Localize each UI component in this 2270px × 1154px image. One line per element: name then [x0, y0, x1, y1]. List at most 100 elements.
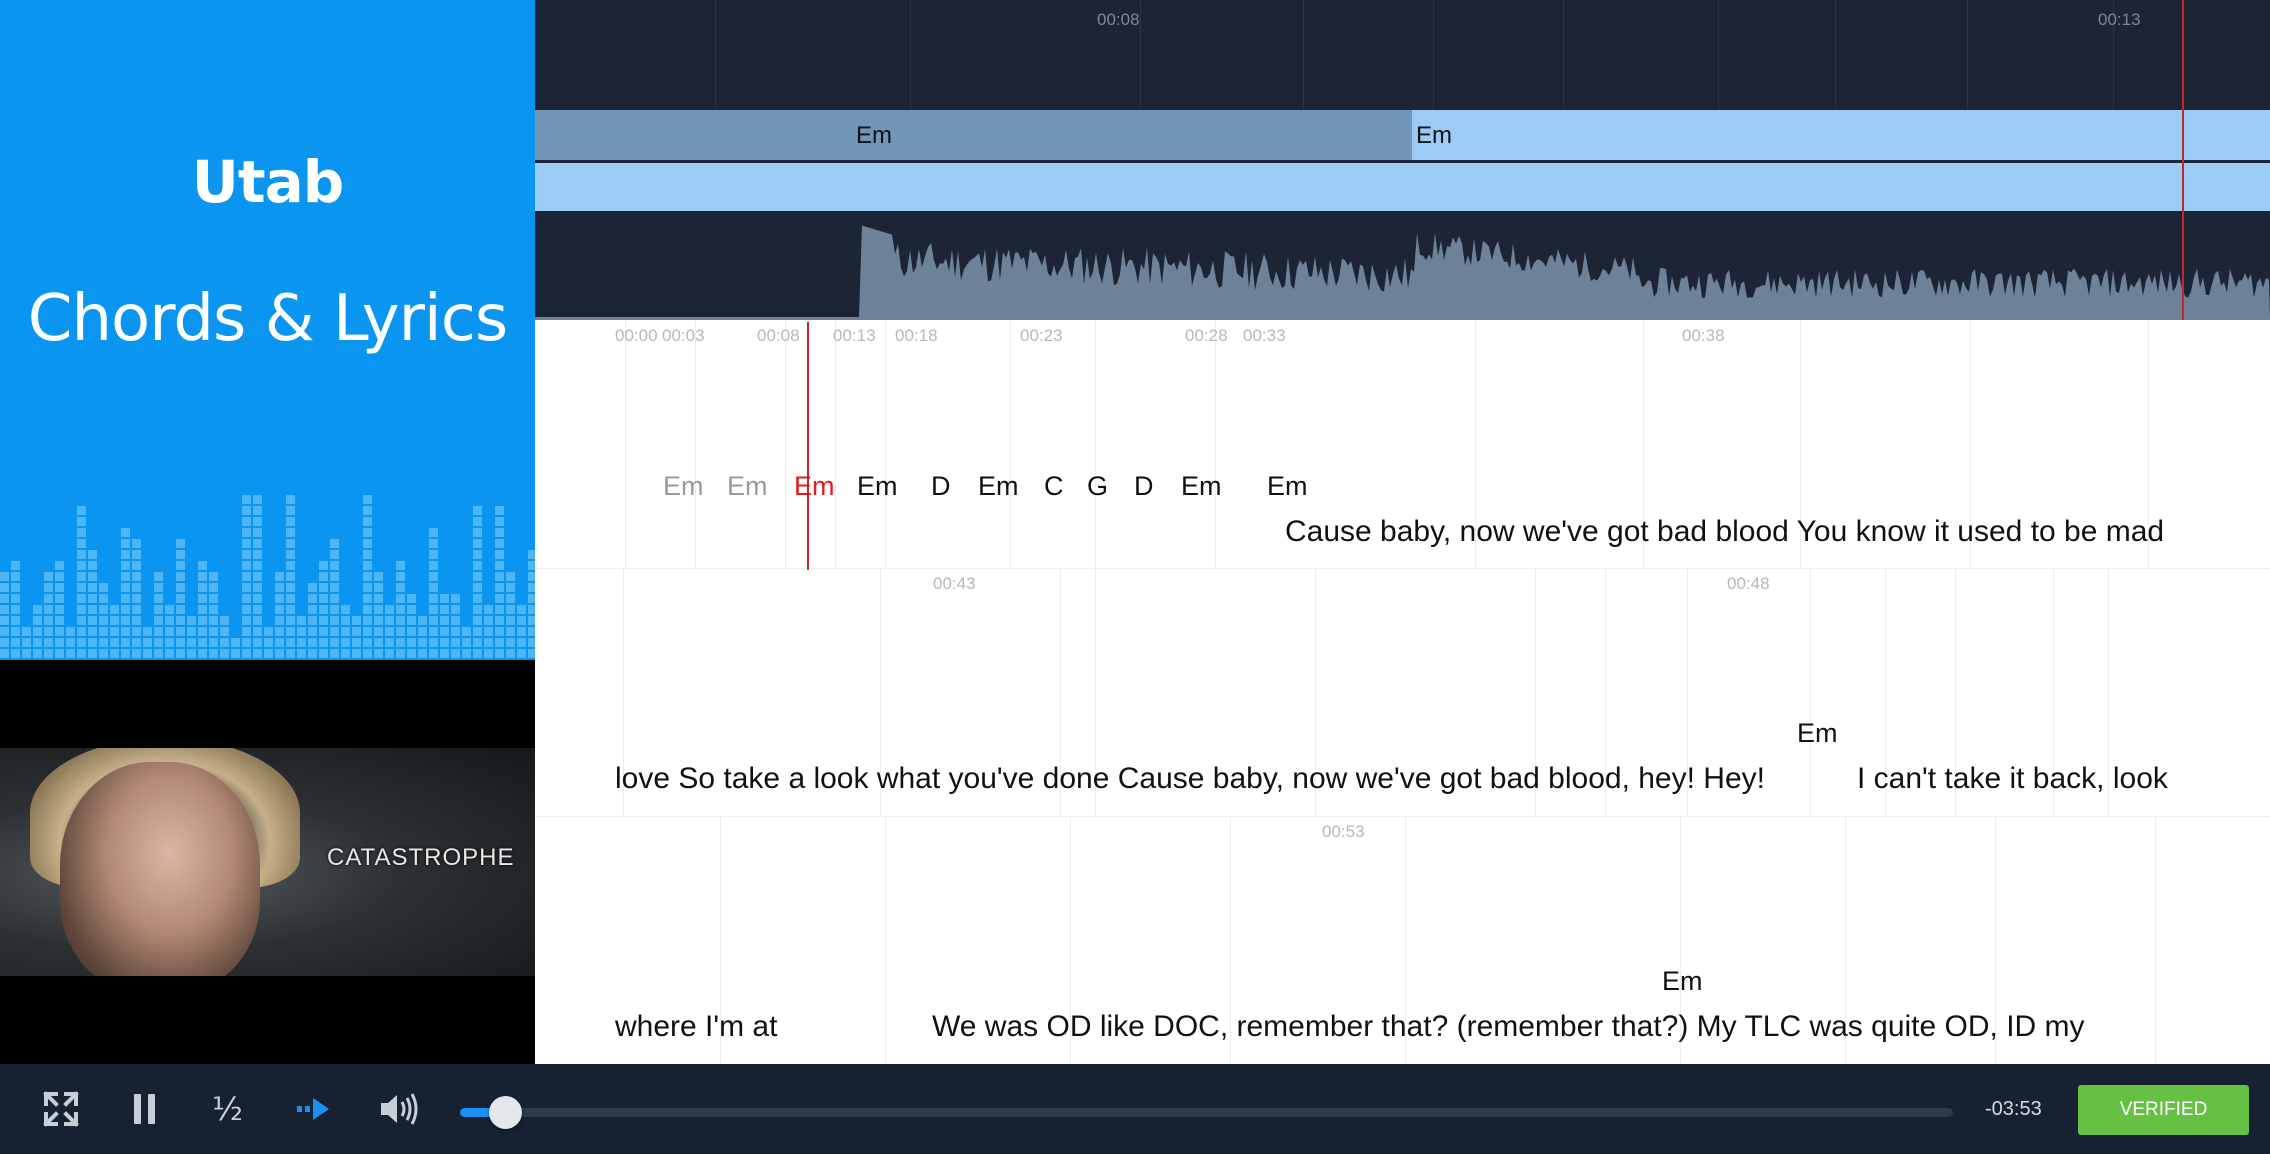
equalizer-cell [77, 638, 86, 647]
equalizer-cell [66, 627, 75, 636]
equalizer-cell [99, 594, 108, 603]
equalizer-cell [22, 627, 31, 636]
chord-label[interactable]: D [931, 471, 951, 501]
timeline-playhead[interactable] [2182, 0, 2184, 320]
chord-label-current[interactable]: Em [794, 471, 835, 501]
equalizer-cell [264, 627, 273, 636]
equalizer-cell [429, 528, 438, 537]
chord-label[interactable]: Em [1797, 718, 1838, 748]
equalizer-cell [473, 583, 482, 592]
equalizer-cell [297, 649, 306, 658]
equalizer-cell [121, 605, 130, 614]
equalizer-cell [473, 572, 482, 581]
chord-label[interactable]: Em [1181, 471, 1222, 501]
equalizer-cell [528, 605, 535, 614]
equalizer-cell [154, 649, 163, 658]
equalizer-cell [374, 605, 383, 614]
volume-button[interactable] [375, 1086, 421, 1132]
equalizer-cell [121, 649, 130, 658]
equalizer-cell [286, 495, 295, 504]
audio-waveform[interactable] [535, 211, 2270, 320]
equalizer-cell [385, 616, 394, 625]
equalizer-cell [308, 594, 317, 603]
beat-gridline [1800, 320, 1801, 568]
chord-segment-row[interactable]: Em Em [535, 110, 2270, 160]
lyrics-playhead[interactable] [807, 322, 809, 570]
equalizer-cell [407, 594, 416, 603]
row-time: 00:03 [662, 326, 705, 345]
fullscreen-button[interactable] [38, 1086, 84, 1132]
equalizer-cell [286, 638, 295, 647]
waveform-timeline[interactable]: 00:08 00:13 Em Em [535, 0, 2270, 320]
equalizer-cell [385, 649, 394, 658]
equalizer-cell [330, 649, 339, 658]
chord-label[interactable]: Em [1662, 966, 1703, 996]
equalizer-cell [143, 649, 152, 658]
equalizer-cell [429, 583, 438, 592]
progress-handle[interactable] [489, 1096, 522, 1129]
chord-segment-played[interactable] [535, 110, 1412, 160]
equalizer-cell [220, 616, 229, 625]
lyric-segment[interactable]: I can't take it back, look [1857, 762, 2168, 795]
equalizer-cell [286, 649, 295, 658]
chord-label[interactable]: C [1044, 471, 1064, 501]
equalizer-cell [308, 627, 317, 636]
equalizer-cell [363, 638, 372, 647]
equalizer-cell [330, 605, 339, 614]
equalizer-cell [451, 638, 460, 647]
skip-forward-button[interactable] [291, 1086, 337, 1132]
lyric-segment[interactable]: Cause baby, now we've got bad blood You … [1285, 515, 2165, 548]
video-thumbnail[interactable]: CATASTROPHE [0, 748, 535, 976]
progress-slider[interactable] [460, 1096, 1953, 1129]
equalizer-cell [462, 627, 471, 636]
chord-label[interactable]: G [1087, 471, 1109, 501]
chord-label[interactable]: Em [1267, 471, 1308, 501]
equalizer-cell [528, 649, 535, 658]
equalizer-cell [330, 616, 339, 625]
equalizer-cell [363, 583, 372, 592]
equalizer-cell [176, 572, 185, 581]
equalizer-cell [77, 605, 86, 614]
equalizer-cell [517, 616, 526, 625]
chord-label[interactable]: Em [727, 471, 768, 501]
equalizer-cell [231, 649, 240, 658]
equalizer-cell [253, 528, 262, 537]
equalizer-cell [506, 583, 515, 592]
chord-label[interactable]: Em [663, 471, 704, 501]
equalizer-cell [198, 583, 207, 592]
equalizer-cell [473, 627, 482, 636]
chord-label[interactable]: D [1134, 471, 1154, 501]
equalizer-cell [154, 627, 163, 636]
equalizer-cell [264, 638, 273, 647]
equalizer-cell [198, 605, 207, 614]
beat-gridline [1010, 320, 1011, 568]
chord-label[interactable]: Em [978, 471, 1019, 501]
chord-label[interactable]: Em [857, 471, 898, 501]
equalizer-cell [11, 583, 20, 592]
equalizer-cell [275, 616, 284, 625]
equalizer-cell [407, 605, 416, 614]
verified-button[interactable]: VERIFIED [2078, 1085, 2249, 1135]
equalizer-cell [44, 638, 53, 647]
equalizer-cell [473, 638, 482, 647]
timeline-gridline [910, 0, 911, 110]
timeline-gridline [1303, 0, 1304, 110]
equalizer-cell [165, 649, 174, 658]
lyric-segment[interactable]: We was OD like DOC, remember that? (reme… [932, 1010, 2085, 1043]
equalizer-cell [396, 638, 405, 647]
chord-track-row[interactable] [535, 163, 2270, 211]
pause-button[interactable] [122, 1086, 168, 1132]
equalizer-cell [495, 627, 504, 636]
equalizer-cell [132, 561, 141, 570]
equalizer-cell [396, 616, 405, 625]
equalizer-cell [407, 638, 416, 647]
playback-speed-button[interactable]: ½ [212, 1090, 244, 1128]
beat-gridline [1995, 816, 1996, 1064]
beat-gridline [1643, 320, 1644, 568]
equalizer-cell [99, 605, 108, 614]
lyric-segment[interactable]: where I'm at [615, 1010, 778, 1043]
equalizer-cell [110, 627, 119, 636]
equalizer-cell [374, 649, 383, 658]
lyric-segment[interactable]: love So take a look what you've done Cau… [615, 762, 1765, 795]
equalizer-cell [77, 583, 86, 592]
